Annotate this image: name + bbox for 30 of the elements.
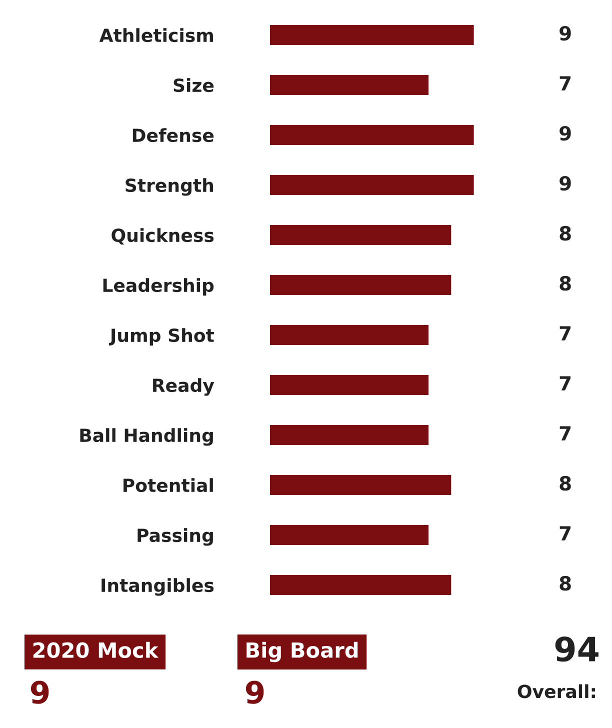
data-label: 7 <box>560 426 571 440</box>
data-label: 7 <box>560 326 571 340</box>
data-label: 8 <box>560 276 571 291</box>
data-label: 8 <box>560 226 571 241</box>
text: Big Board <box>246 642 358 662</box>
y-tick-label: Defense <box>132 128 214 142</box>
data-label: 7 <box>560 376 571 390</box>
text: 94 <box>555 636 598 662</box>
data-label: 8 <box>560 576 571 591</box>
text: 9 <box>246 680 264 704</box>
y-tick-label: Athleticism <box>99 28 214 42</box>
y-tick-label: Strength <box>126 178 214 196</box>
y-tick-label: Passing <box>138 528 213 546</box>
data-label: 7 <box>560 76 571 90</box>
y-tick-label: Jump Shot <box>108 328 214 346</box>
y-tick-label: Intangibles <box>102 578 214 596</box>
data-label: 8 <box>560 476 571 491</box>
text: Overall: <box>518 684 595 698</box>
text: 9 <box>30 680 49 704</box>
y-tick-label: Ball Handling <box>80 428 213 446</box>
data-label: 9 <box>560 26 571 41</box>
y-tick-label: Size <box>174 78 214 92</box>
y-tick-label: Ready <box>153 378 214 396</box>
data-label: 7 <box>560 526 571 540</box>
data-label: 9 <box>560 176 571 191</box>
y-tick-label: Quickness <box>112 228 214 244</box>
y-tick-label: Potential <box>124 478 213 492</box>
y-tick-label: Leadership <box>103 278 214 296</box>
data-label: 9 <box>560 126 571 141</box>
text: 2020 Mock <box>33 642 159 658</box>
